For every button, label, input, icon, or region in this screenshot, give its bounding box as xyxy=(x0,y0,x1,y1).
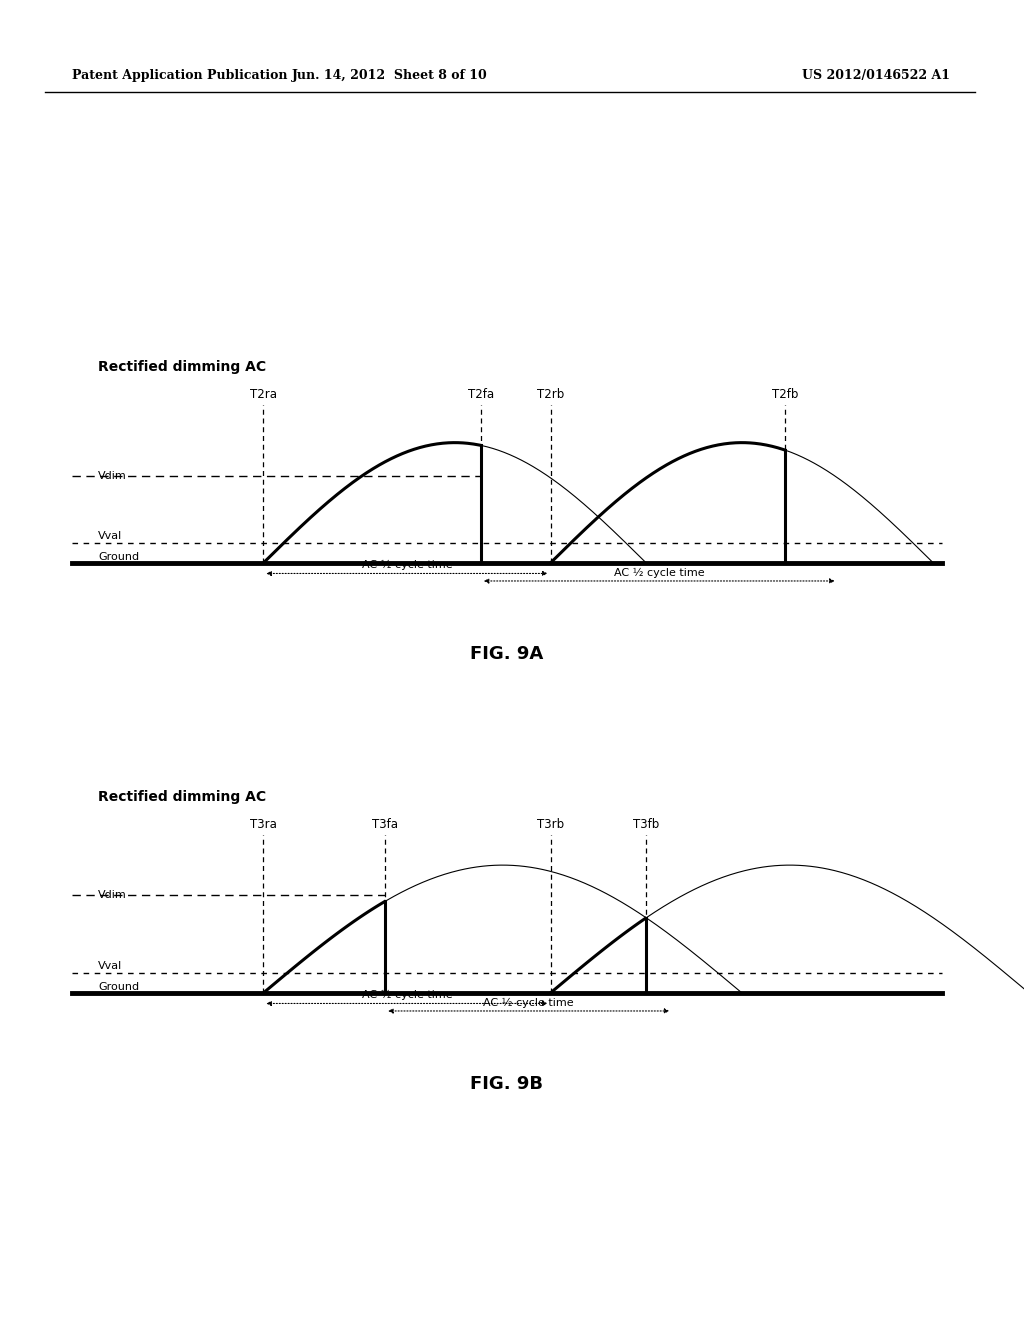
Text: Vval: Vval xyxy=(98,961,122,972)
Text: Vval: Vval xyxy=(98,532,122,541)
Text: Vdim: Vdim xyxy=(98,471,127,480)
Text: Jun. 14, 2012  Sheet 8 of 10: Jun. 14, 2012 Sheet 8 of 10 xyxy=(292,69,487,82)
Text: AC ½ cycle time: AC ½ cycle time xyxy=(614,568,705,578)
Text: T2fa: T2fa xyxy=(468,388,494,401)
Text: T3fa: T3fa xyxy=(372,818,398,832)
Text: T2rb: T2rb xyxy=(537,388,564,401)
Text: Rectified dimming AC: Rectified dimming AC xyxy=(98,789,266,804)
Text: FIG. 9A: FIG. 9A xyxy=(470,645,544,663)
Text: Patent Application Publication: Patent Application Publication xyxy=(72,69,288,82)
Text: Ground: Ground xyxy=(98,982,139,991)
Text: US 2012/0146522 A1: US 2012/0146522 A1 xyxy=(802,69,950,82)
Text: Ground: Ground xyxy=(98,552,139,562)
Text: T2ra: T2ra xyxy=(250,388,276,401)
Text: AC ½ cycle time: AC ½ cycle time xyxy=(483,998,574,1008)
Text: Vdim: Vdim xyxy=(98,890,127,900)
Text: AC ½ cycle time: AC ½ cycle time xyxy=(361,561,453,570)
Text: T3ra: T3ra xyxy=(250,818,276,832)
Text: T3fb: T3fb xyxy=(633,818,659,832)
Text: AC ½ cycle time: AC ½ cycle time xyxy=(361,990,453,1001)
Text: T3rb: T3rb xyxy=(537,818,564,832)
Text: FIG. 9B: FIG. 9B xyxy=(470,1074,544,1093)
Text: Rectified dimming AC: Rectified dimming AC xyxy=(98,360,266,374)
Text: T2fb: T2fb xyxy=(772,388,799,401)
